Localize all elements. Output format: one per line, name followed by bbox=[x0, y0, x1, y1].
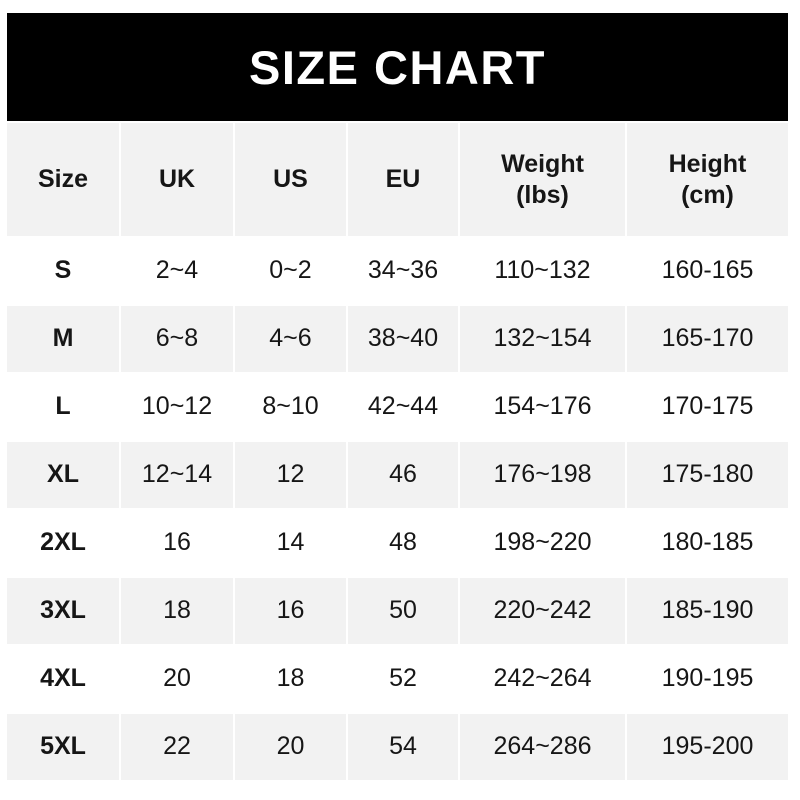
cell-us: 4~6 bbox=[235, 306, 348, 374]
cell-eu: 34~36 bbox=[348, 238, 460, 306]
cell-eu: 38~40 bbox=[348, 306, 460, 374]
cell-weight: 264~286 bbox=[460, 714, 627, 780]
page-title: SIZE CHART bbox=[249, 40, 546, 94]
table-row: 4XL 20 18 52 242~264 190-195 bbox=[7, 646, 788, 714]
column-header-us-label: US bbox=[273, 165, 308, 194]
column-header-weight-label: Weight bbox=[501, 150, 584, 178]
cell-uk: 20 bbox=[121, 646, 235, 714]
cell-weight: 110~132 bbox=[460, 238, 627, 306]
column-header-height-unit: (cm) bbox=[681, 180, 734, 209]
cell-height: 160-165 bbox=[627, 238, 788, 306]
column-header-size: Size bbox=[7, 123, 121, 238]
cell-size: 2XL bbox=[7, 510, 121, 578]
cell-uk: 6~8 bbox=[121, 306, 235, 374]
table-row: S 2~4 0~2 34~36 110~132 160-165 bbox=[7, 238, 788, 306]
cell-us: 18 bbox=[235, 646, 348, 714]
title-banner: SIZE CHART bbox=[7, 13, 788, 121]
cell-height: 185-190 bbox=[627, 578, 788, 646]
column-header-weight-unit: (lbs) bbox=[516, 180, 569, 209]
cell-size: S bbox=[7, 238, 121, 306]
table-row: XL 12~14 12 46 176~198 175-180 bbox=[7, 442, 788, 510]
column-header-eu-label: EU bbox=[385, 165, 421, 194]
cell-size: M bbox=[7, 306, 121, 374]
cell-uk: 12~14 bbox=[121, 442, 235, 510]
cell-weight: 154~176 bbox=[460, 374, 627, 442]
cell-uk: 2~4 bbox=[121, 238, 235, 306]
cell-height: 175-180 bbox=[627, 442, 788, 510]
cell-eu: 52 bbox=[348, 646, 460, 714]
cell-size: 4XL bbox=[7, 646, 121, 714]
cell-height: 170-175 bbox=[627, 374, 788, 442]
cell-size: 3XL bbox=[7, 578, 121, 646]
cell-height: 180-185 bbox=[627, 510, 788, 578]
cell-weight: 198~220 bbox=[460, 510, 627, 578]
column-header-weight: Weight (lbs) bbox=[460, 123, 627, 238]
column-header-eu: EU bbox=[348, 123, 460, 238]
cell-eu: 46 bbox=[348, 442, 460, 510]
cell-uk: 18 bbox=[121, 578, 235, 646]
table-header-row: Size UK US EU Weight (lbs) Height (cm) bbox=[7, 123, 788, 238]
column-header-height: Height (cm) bbox=[627, 123, 788, 238]
column-header-height-label: Height bbox=[668, 150, 747, 178]
cell-us: 8~10 bbox=[235, 374, 348, 442]
cell-weight: 242~264 bbox=[460, 646, 627, 714]
table-row: M 6~8 4~6 38~40 132~154 165-170 bbox=[7, 306, 788, 374]
cell-uk: 10~12 bbox=[121, 374, 235, 442]
cell-us: 14 bbox=[235, 510, 348, 578]
cell-us: 16 bbox=[235, 578, 348, 646]
cell-size: XL bbox=[7, 442, 121, 510]
cell-weight: 176~198 bbox=[460, 442, 627, 510]
cell-us: 0~2 bbox=[235, 238, 348, 306]
table-header: Size UK US EU Weight (lbs) Height (cm) bbox=[7, 123, 788, 238]
cell-us: 12 bbox=[235, 442, 348, 510]
column-header-uk-label: UK bbox=[158, 165, 196, 194]
cell-height: 190-195 bbox=[627, 646, 788, 714]
table-row: L 10~12 8~10 42~44 154~176 170-175 bbox=[7, 374, 788, 442]
cell-size: 5XL bbox=[7, 714, 121, 780]
cell-uk: 16 bbox=[121, 510, 235, 578]
cell-height: 165-170 bbox=[627, 306, 788, 374]
cell-uk: 22 bbox=[121, 714, 235, 780]
cell-size: L bbox=[7, 374, 121, 442]
cell-us: 20 bbox=[235, 714, 348, 780]
table-row: 3XL 18 16 50 220~242 185-190 bbox=[7, 578, 788, 646]
cell-eu: 50 bbox=[348, 578, 460, 646]
cell-eu: 54 bbox=[348, 714, 460, 780]
cell-weight: 220~242 bbox=[460, 578, 627, 646]
column-header-us: US bbox=[235, 123, 348, 238]
table-row: 5XL 22 20 54 264~286 195-200 bbox=[7, 714, 788, 780]
cell-height: 195-200 bbox=[627, 714, 788, 780]
column-header-size-label: Size bbox=[37, 165, 89, 194]
cell-eu: 48 bbox=[348, 510, 460, 578]
cell-weight: 132~154 bbox=[460, 306, 627, 374]
column-header-uk: UK bbox=[121, 123, 235, 238]
table-body: S 2~4 0~2 34~36 110~132 160-165 M 6~8 4~… bbox=[7, 238, 788, 780]
table-row: 2XL 16 14 48 198~220 180-185 bbox=[7, 510, 788, 578]
cell-eu: 42~44 bbox=[348, 374, 460, 442]
size-chart-table: Size UK US EU Weight (lbs) Height (cm) bbox=[7, 123, 788, 780]
